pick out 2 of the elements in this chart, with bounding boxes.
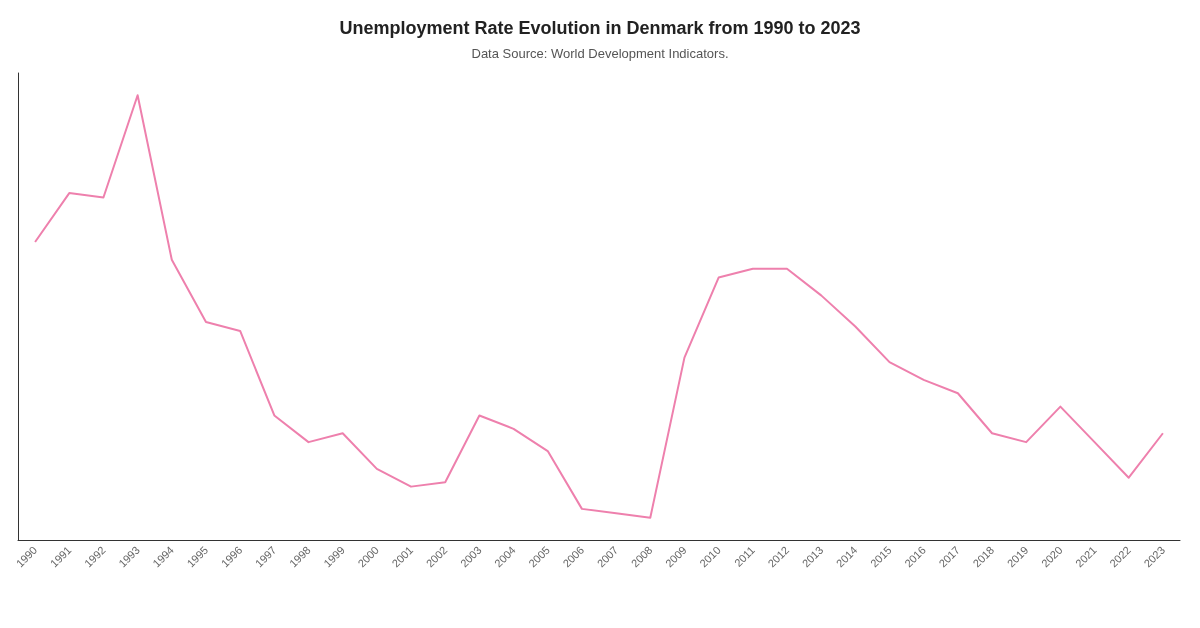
- chart-subtitle: Data Source: World Development Indicators.: [471, 46, 729, 61]
- chart-title: Unemployment Rate Evolution in Denmark from 1990 to 2023: [339, 18, 861, 38]
